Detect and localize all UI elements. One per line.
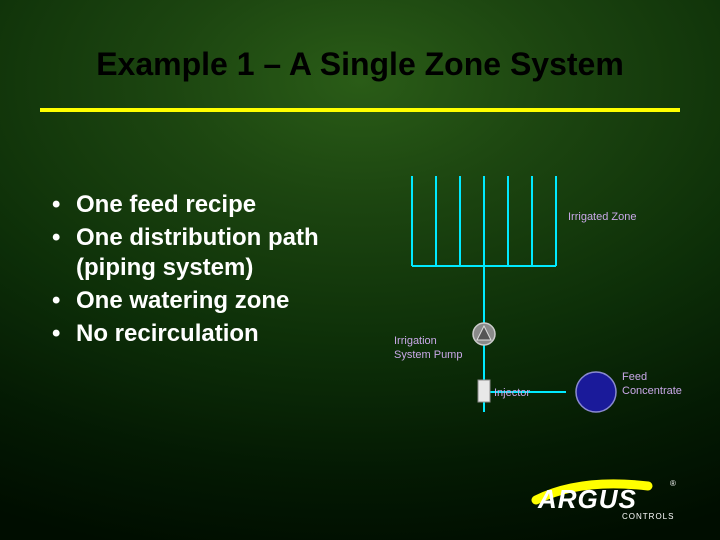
logo-sub-text: CONTROLS xyxy=(622,512,674,521)
svg-text:Irrigation: Irrigation xyxy=(394,335,437,347)
svg-text:Concentrate: Concentrate xyxy=(622,385,682,397)
slide-title: Example 1 – A Single Zone System xyxy=(96,46,624,83)
list-item: No recirculation xyxy=(48,319,388,350)
list-item: One distribution path (piping system) xyxy=(48,223,388,284)
svg-text:Irrigated Zone: Irrigated Zone xyxy=(568,211,636,223)
svg-text:System Pump: System Pump xyxy=(394,349,462,361)
list-item: One feed recipe xyxy=(48,190,388,221)
irrigation-diagram: Irrigated Zone Irrigation System Pump Injec… xyxy=(390,172,690,432)
svg-text:Feed: Feed xyxy=(622,371,647,383)
title-underline xyxy=(40,108,680,112)
diagram-svg: Irrigated Zone Irrigation System Pump Injec… xyxy=(390,172,690,432)
brand-logo: ARGUS ® CONTROLS xyxy=(530,472,690,522)
bullet-list: One feed recipe One distribution path (p… xyxy=(48,190,388,352)
registered-mark-icon: ® xyxy=(670,479,676,488)
svg-text:Injector: Injector xyxy=(494,387,530,399)
slide-title-wrap: Example 1 – A Single Zone System xyxy=(0,46,720,83)
list-item: One watering zone xyxy=(48,286,388,317)
logo-svg: ARGUS ® CONTROLS xyxy=(530,472,690,522)
logo-main-text: ARGUS xyxy=(537,484,637,514)
